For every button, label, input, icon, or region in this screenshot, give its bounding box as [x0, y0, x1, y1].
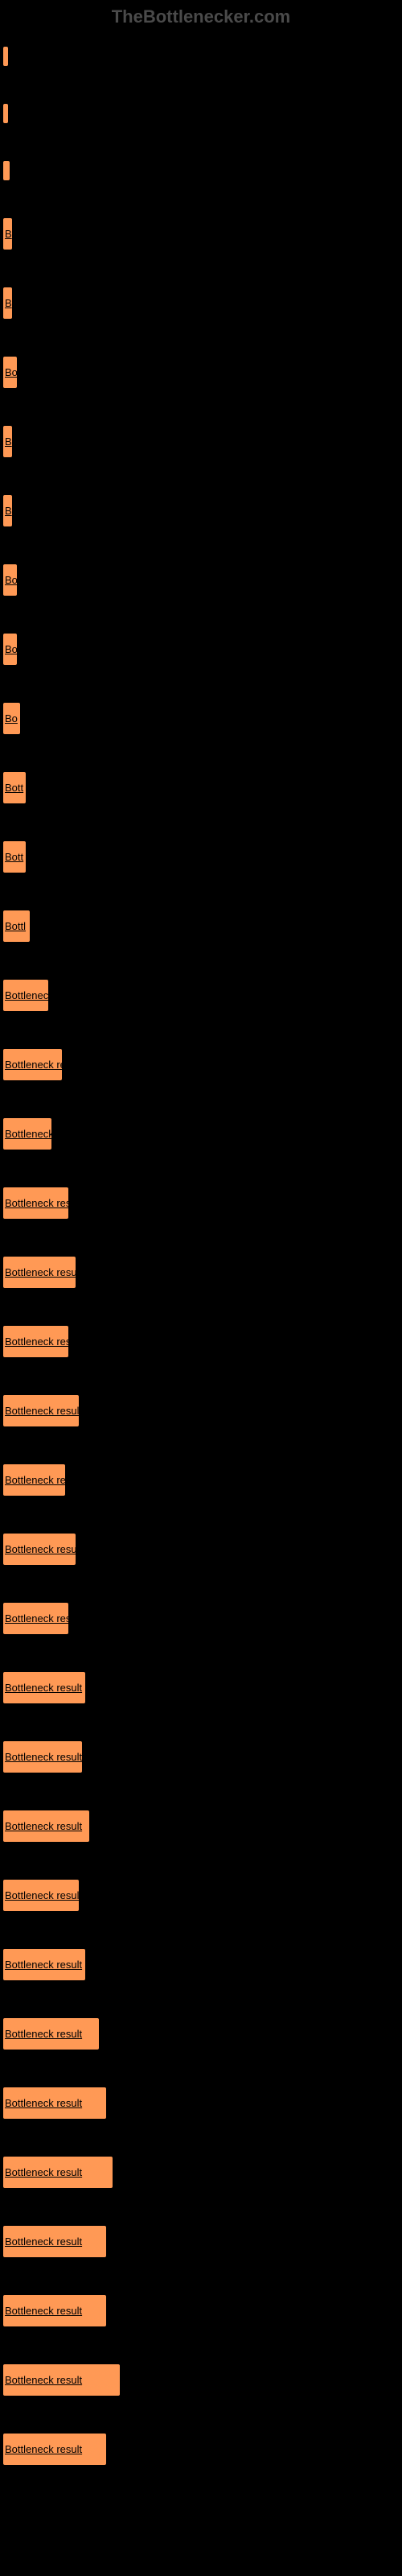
- bar-row: [3, 104, 399, 127]
- bottleneck-result-link[interactable]: B: [3, 426, 12, 457]
- bottleneck-result-link[interactable]: B: [3, 218, 12, 250]
- bar-row: Bo: [3, 703, 399, 738]
- bar-row: Bottleneck resu: [3, 1603, 399, 1638]
- bottleneck-result-link[interactable]: Bottleneck resu: [3, 1326, 68, 1357]
- bar-row: Bottleneck result: [3, 1395, 399, 1430]
- bottleneck-result-link[interactable]: Bottleneck re: [3, 1049, 62, 1080]
- bottleneck-result-link[interactable]: Bottleneck result: [3, 2087, 106, 2119]
- bar-row: Bottleneck result: [3, 2018, 399, 2054]
- bottleneck-result-link[interactable]: Bo: [3, 564, 17, 596]
- bar-row: [3, 161, 399, 184]
- bar-row: Bottlenec: [3, 980, 399, 1015]
- bar-row: Bottleneck result: [3, 2364, 399, 2400]
- watermark-text: TheBottlenecker.com: [0, 0, 402, 31]
- bar-row: Bottleneck result: [3, 2295, 399, 2330]
- bottleneck-result-link[interactable]: Bottleneck: [3, 1118, 51, 1150]
- bottleneck-result-link[interactable]: Bottleneck resu: [3, 1603, 68, 1634]
- bar-row: [3, 47, 399, 70]
- bottleneck-result-link[interactable]: Bottleneck result: [3, 2295, 106, 2326]
- bottleneck-result-link[interactable]: Bottleneck result: [3, 1741, 82, 1773]
- bottleneck-result-link[interactable]: Bo: [3, 634, 17, 665]
- bar-row: B: [3, 426, 399, 461]
- bottleneck-result-link[interactable]: Bott: [3, 841, 26, 873]
- bar-row: Bottleneck re: [3, 1464, 399, 1500]
- bottleneck-result-link[interactable]: B: [3, 287, 12, 319]
- bottleneck-result-link[interactable]: Bottleneck result: [3, 2157, 113, 2188]
- bar-row: Bottleneck result: [3, 1949, 399, 1984]
- bars-container: B B Bo B B Bo Bo Bo Bott Bott Bottl Bottlenec Bottle…: [0, 31, 402, 2519]
- bottleneck-result-link[interactable]: Bottlenec: [3, 980, 48, 1011]
- bottleneck-result-link[interactable]: Bottleneck result: [3, 1949, 85, 1980]
- bar-row: Bottleneck result: [3, 2226, 399, 2261]
- bar-row: Bo: [3, 564, 399, 600]
- bar-row: Bo: [3, 634, 399, 669]
- bottleneck-result-link[interactable]: Bottleneck result: [3, 1395, 79, 1426]
- bottleneck-result-link[interactable]: Bottleneck result: [3, 2434, 106, 2465]
- bottleneck-result-link[interactable]: Bottl: [3, 910, 30, 942]
- bottleneck-result-link[interactable]: Bott: [3, 772, 26, 803]
- bar-row: Bottleneck resu: [3, 1326, 399, 1361]
- bottleneck-result-link[interactable]: Bottleneck result: [3, 1257, 76, 1288]
- bar-row: Bottleneck: [3, 1118, 399, 1154]
- bottleneck-result-link[interactable]: [3, 47, 8, 66]
- bar-row: Bottleneck result: [3, 1880, 399, 1915]
- bar-row: B: [3, 495, 399, 530]
- bar-row: Bottleneck result: [3, 2434, 399, 2469]
- bottleneck-result-link[interactable]: Bottleneck result: [3, 2364, 120, 2396]
- bar-row: Bottleneck resu: [3, 1187, 399, 1223]
- bottleneck-result-link[interactable]: Bo: [3, 357, 17, 388]
- bar-row: Bo: [3, 357, 399, 392]
- bar-row: Bottleneck result: [3, 1257, 399, 1292]
- bottleneck-result-link[interactable]: Bottleneck result: [3, 1810, 89, 1842]
- bottleneck-result-link[interactable]: Bottleneck result: [3, 2018, 99, 2050]
- bottleneck-result-link[interactable]: Bottleneck result: [3, 1534, 76, 1565]
- bar-row: Bottleneck result: [3, 1672, 399, 1707]
- bar-row: Bottleneck result: [3, 2157, 399, 2192]
- bar-row: Bott: [3, 772, 399, 807]
- bar-row: Bottleneck result: [3, 1534, 399, 1569]
- bottleneck-result-link[interactable]: Bottleneck resu: [3, 1187, 68, 1219]
- bar-row: Bottl: [3, 910, 399, 946]
- bottleneck-result-link[interactable]: [3, 104, 8, 123]
- bar-row: Bott: [3, 841, 399, 877]
- bar-row: Bottleneck result: [3, 2087, 399, 2123]
- bottleneck-result-link[interactable]: Bottleneck result: [3, 2226, 106, 2257]
- bottleneck-result-link[interactable]: [3, 161, 10, 180]
- bottleneck-result-link[interactable]: B: [3, 495, 12, 526]
- bottleneck-result-link[interactable]: Bottleneck result: [3, 1880, 79, 1911]
- bar-row: Bottleneck re: [3, 1049, 399, 1084]
- bottleneck-result-link[interactable]: Bottleneck result: [3, 1672, 85, 1703]
- bar-row: Bottleneck result: [3, 1810, 399, 1846]
- bar-row: B: [3, 218, 399, 254]
- bar-row: B: [3, 287, 399, 323]
- bar-row: Bottleneck result: [3, 1741, 399, 1777]
- bottleneck-result-link[interactable]: Bo: [3, 703, 20, 734]
- bottleneck-result-link[interactable]: Bottleneck re: [3, 1464, 65, 1496]
